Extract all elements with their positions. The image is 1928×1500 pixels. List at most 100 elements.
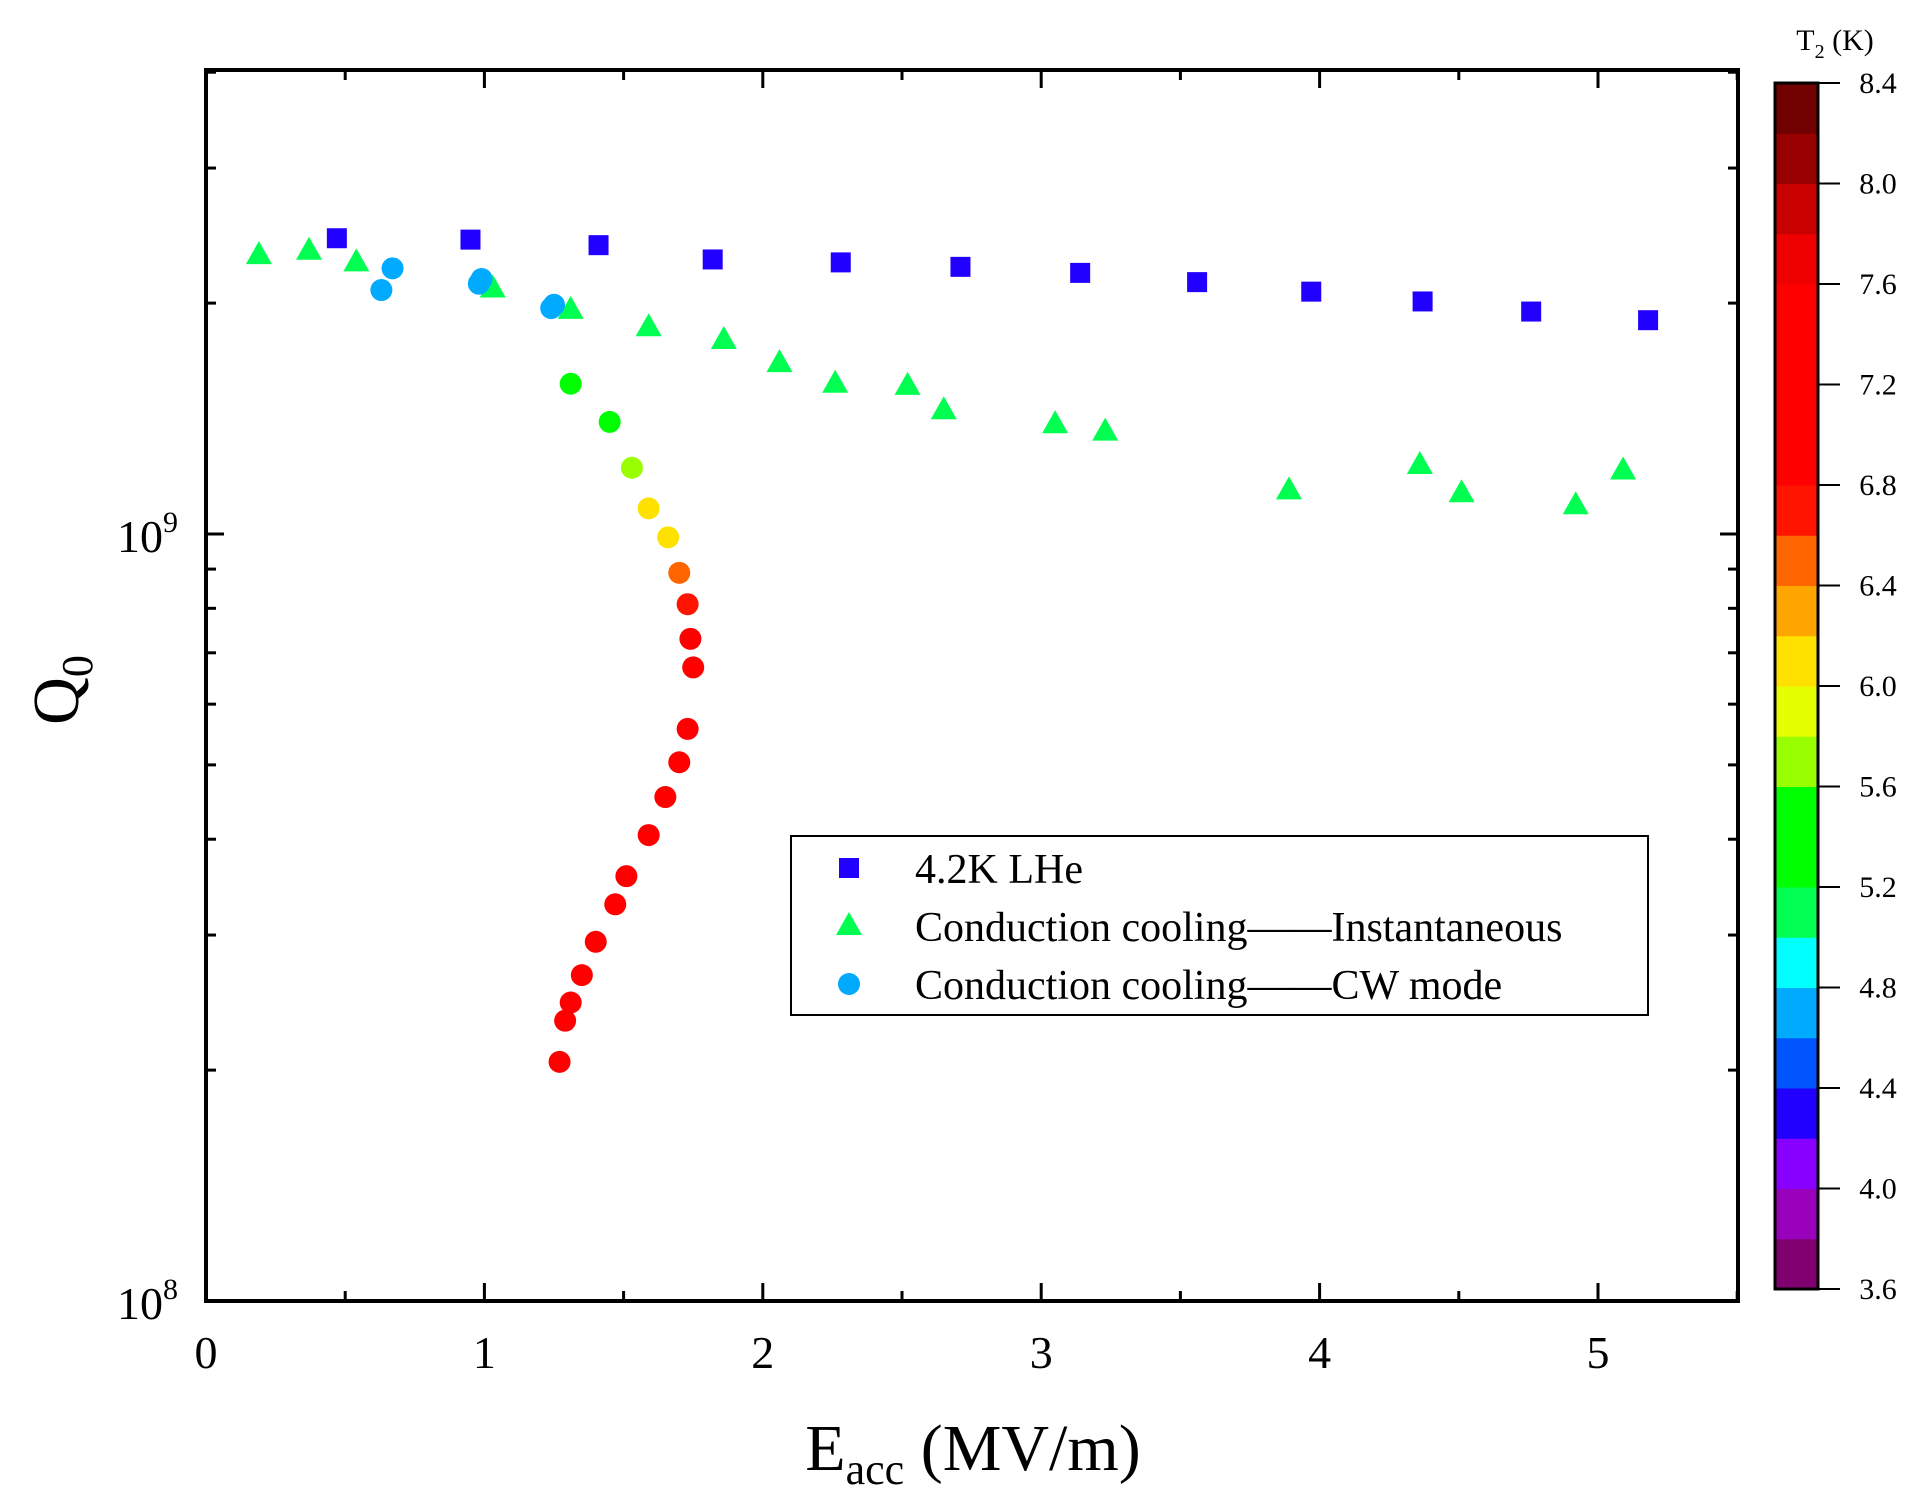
colorbar-title: T2 (K) (1796, 24, 1873, 63)
circle-point (381, 257, 404, 280)
colorbar-tick-label: 5.6 (1859, 771, 1897, 804)
y-axis-title: Q0 (20, 655, 102, 725)
colorbar-band (1775, 987, 1818, 1039)
colorbar-band (1775, 535, 1818, 586)
triangle-point (930, 396, 957, 420)
circle-point (682, 656, 705, 679)
circle-point (657, 526, 680, 549)
x-tick-label: 4 (1308, 1327, 1331, 1378)
triangle-point (245, 241, 272, 265)
colorbar-band (1775, 384, 1818, 436)
data-points (245, 228, 1659, 1073)
colorbar-band (1775, 736, 1818, 787)
circle-point (554, 1009, 577, 1032)
square-point (1412, 291, 1433, 312)
colorbar-band (1775, 1238, 1818, 1290)
square-point (460, 229, 481, 250)
legend-marker-square (839, 858, 859, 878)
x-tick-label: 2 (751, 1327, 774, 1378)
x-tick-label: 0 (195, 1327, 218, 1378)
colorbar-band (1775, 686, 1818, 737)
square-point (702, 249, 723, 270)
x-tick-label: 1 (473, 1327, 496, 1378)
triangle-point (710, 326, 737, 350)
colorbar-band (1775, 485, 1818, 536)
colorbar-tick-label: 4.8 (1859, 972, 1897, 1005)
colorbar-band (1775, 635, 1818, 687)
triangle-point (1275, 476, 1302, 500)
triangle-point (635, 313, 662, 337)
x-tick-labels: 0 1 2 3 4 5 (195, 1327, 1610, 1378)
square-point (1638, 310, 1659, 331)
legend-marker-triangle (836, 912, 862, 935)
circle-point (543, 293, 565, 316)
circle-point (370, 279, 393, 302)
circle-point (615, 865, 638, 888)
triangle-point (822, 369, 849, 393)
colorbar-tick-label: 6.0 (1859, 670, 1897, 703)
triangle-point (1092, 417, 1119, 441)
square-point (1187, 272, 1208, 293)
triangle-point (766, 349, 793, 373)
triangle-point (343, 248, 370, 272)
triangle-point (1562, 491, 1589, 515)
triangle-point (1610, 456, 1637, 480)
colorbar-band (1775, 334, 1818, 385)
legend-label-cw-mode: Conduction cooling——CW mode (915, 963, 1502, 1009)
square-point (1070, 262, 1091, 283)
circle-point (679, 627, 702, 650)
colorbar-band (1775, 284, 1818, 335)
circle-point (654, 786, 677, 809)
circle-point (570, 964, 593, 987)
circle-point (668, 561, 691, 584)
triangle-point (1042, 410, 1069, 434)
colorbar-band (1775, 183, 1818, 235)
colorbar-band (1775, 133, 1818, 184)
triangle-point (894, 371, 921, 395)
colorbar-band (1775, 1037, 1818, 1089)
x-axis-title: Eacc (MV/m) (805, 1412, 1140, 1494)
triangle-point (557, 295, 584, 319)
y-tick-label: 108 (117, 1273, 178, 1329)
circle-point (676, 593, 699, 616)
circle-point (637, 824, 660, 847)
legend: 4.2K LHe Conduction cooling——Instantaneo… (790, 835, 1649, 1016)
square-point (1301, 281, 1322, 302)
circle-point (584, 930, 607, 953)
colorbar-tick-label: 5.2 (1859, 871, 1897, 904)
x-tick-label: 3 (1030, 1327, 1053, 1378)
colorbar-tick-label: 3.6 (1859, 1273, 1897, 1306)
square-point (1521, 301, 1542, 322)
square-point (588, 235, 609, 256)
legend-label-instantaneous: Conduction cooling——Instantaneous (915, 905, 1562, 951)
square-point (950, 256, 971, 277)
circle-point (637, 497, 660, 520)
colorbar-band (1775, 887, 1818, 938)
colorbar-tick-label: 8.0 (1859, 168, 1897, 201)
colorbar-tick-label: 4.4 (1859, 1072, 1897, 1105)
square-point (326, 228, 347, 249)
colorbar-tick-label: 4.0 (1859, 1173, 1897, 1206)
colorbar: 3.6 4.0 4.4 4.8 5.2 5.6 6.0 6.4 6.8 7.2 7.6 8.0 8.4 (1773, 67, 1897, 1306)
axis-ticks (204, 70, 1739, 1303)
y-tick-labels: 108 109 (117, 506, 178, 1329)
colorbar-band (1775, 1138, 1818, 1189)
colorbar-band (1775, 1088, 1818, 1139)
colorbar-tick-label: 6.8 (1859, 469, 1897, 502)
y-tick-label: 109 (117, 506, 178, 562)
colorbar-tick-label: 6.4 (1859, 570, 1897, 603)
triangle-point (1406, 451, 1433, 475)
colorbar-band (1775, 434, 1818, 486)
circle-point (470, 268, 493, 291)
colorbar-band (1775, 233, 1818, 285)
colorbar-tick-label: 7.2 (1859, 369, 1897, 402)
colorbar-band (1775, 786, 1818, 838)
circle-point (668, 751, 691, 774)
square-point (830, 252, 851, 273)
colorbar-band (1775, 836, 1818, 888)
circle-point (559, 372, 582, 395)
triangle-point (296, 236, 323, 260)
colorbar-band (1775, 83, 1818, 134)
circle-point (559, 991, 582, 1014)
